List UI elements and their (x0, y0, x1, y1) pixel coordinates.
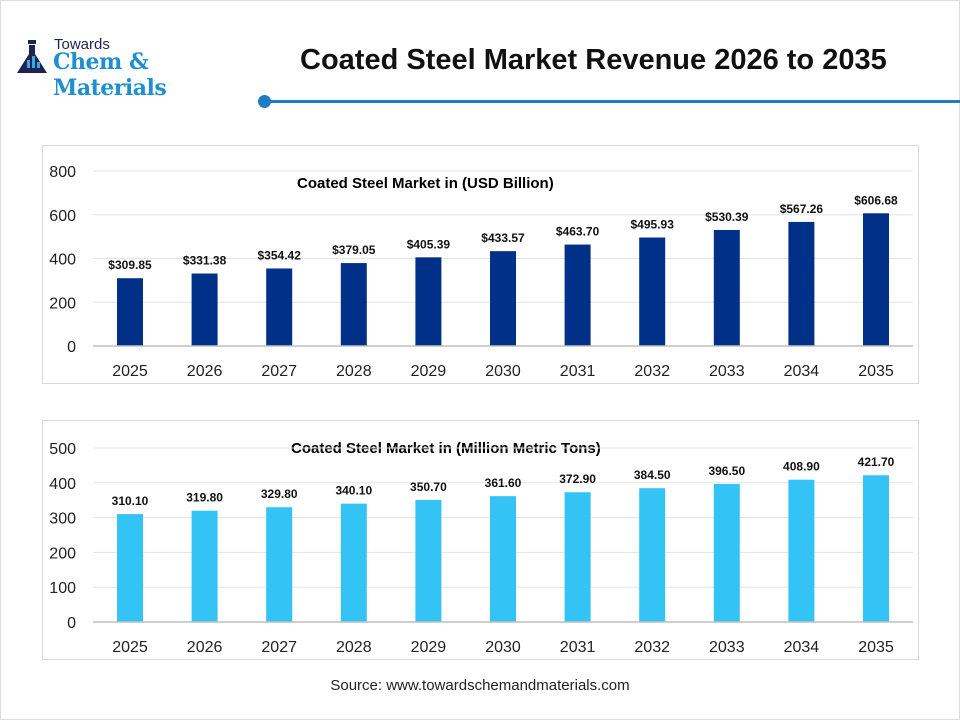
chart-volume: Coated Steel Market in (Million Metric T… (42, 420, 919, 660)
y-tick-label: 100 (49, 580, 76, 597)
y-tick-label: 200 (49, 545, 76, 562)
chart-volume-svg: Coated Steel Market in (Million Metric T… (49, 440, 913, 656)
bar (117, 278, 143, 346)
y-tick-label: 400 (49, 476, 76, 493)
logo-line1: Towards (54, 36, 110, 53)
x-tick-label: 2026 (187, 363, 223, 380)
underline-dot (258, 95, 271, 108)
x-tick-label: 2030 (485, 363, 521, 380)
x-tick-label: 2033 (709, 363, 745, 380)
bar (788, 479, 815, 622)
bar (266, 268, 293, 346)
x-tick-label: 2026 (187, 639, 223, 656)
bar (713, 229, 740, 346)
data-label: $405.39 (407, 237, 451, 251)
source-note: Source: www.towardschemandmaterials.com (330, 677, 630, 694)
x-tick-label: 2031 (560, 639, 596, 656)
data-label: 319.80 (186, 491, 223, 505)
y-tick-label: 0 (67, 615, 76, 632)
data-label: 361.60 (485, 476, 522, 490)
y-tick-label: 0 (67, 339, 76, 356)
x-tick-label: 2027 (261, 363, 297, 380)
bar (191, 273, 218, 346)
y-tick-label: 500 (49, 441, 76, 458)
x-tick-label: 2031 (560, 363, 596, 380)
bar (863, 475, 889, 622)
data-label: $463.70 (556, 225, 600, 239)
x-tick-label: 2029 (411, 363, 447, 380)
bar (863, 213, 889, 346)
bar (639, 488, 666, 622)
bar (117, 514, 143, 622)
chart-title: Coated Steel Market in (USD Billion) (297, 175, 554, 192)
data-label: $309.85 (108, 258, 152, 272)
data-label: 350.70 (410, 480, 447, 494)
data-label: 421.70 (858, 455, 895, 469)
data-label: 340.10 (335, 484, 372, 498)
x-tick-label: 2035 (858, 639, 894, 656)
data-label: 329.80 (261, 487, 298, 501)
x-tick-label: 2027 (261, 639, 297, 656)
bar (490, 496, 516, 622)
data-label: 310.10 (112, 494, 149, 508)
x-tick-label: 2034 (784, 363, 820, 380)
bar (639, 237, 666, 346)
y-tick-label: 200 (49, 295, 76, 312)
bar (191, 510, 218, 622)
logo-line2: Chem & Materials (53, 49, 167, 101)
y-tick-label: 400 (49, 252, 76, 269)
x-tick-label: 2029 (411, 639, 447, 656)
y-tick-label: 600 (49, 208, 76, 225)
bar (415, 499, 442, 622)
y-tick-label: 800 (49, 164, 76, 181)
y-tick-label: 300 (49, 511, 76, 528)
x-tick-label: 2025 (112, 639, 148, 656)
data-label: 372.90 (559, 472, 596, 486)
bar (340, 263, 367, 346)
bar (788, 221, 815, 346)
logo: Towards Chem & Materials (16, 36, 266, 101)
x-tick-label: 2028 (336, 639, 372, 656)
x-tick-label: 2025 (112, 363, 148, 380)
data-label: $567.26 (780, 202, 824, 216)
data-label: $530.39 (705, 210, 749, 224)
bar (713, 484, 740, 622)
x-tick-label: 2035 (858, 363, 894, 380)
bar (564, 492, 591, 622)
x-tick-label: 2030 (485, 639, 521, 656)
chart-usd-svg: Coated Steel Market in (USD Billion) 0 20… (49, 164, 913, 380)
data-label: $379.05 (332, 243, 376, 257)
title-underline (266, 100, 960, 103)
data-label: $433.57 (481, 231, 525, 245)
data-label: $606.68 (854, 193, 898, 207)
data-label: $495.93 (631, 218, 675, 232)
bar (266, 507, 293, 622)
data-label: $331.38 (183, 254, 227, 268)
x-tick-label: 2033 (709, 639, 745, 656)
x-tick-label: 2028 (336, 363, 372, 380)
data-label: 396.50 (708, 464, 745, 478)
bar (564, 244, 591, 346)
bar (490, 251, 516, 346)
flask-icon (17, 40, 47, 73)
x-tick-label: 2032 (634, 363, 670, 380)
data-label: $354.42 (258, 248, 302, 262)
bar (340, 503, 367, 622)
page-title: Coated Steel Market Revenue 2026 to 2035 (300, 44, 887, 76)
chart-usd: Coated Steel Market in (USD Billion) 0 20… (42, 145, 919, 384)
bar (415, 257, 442, 346)
data-label: 408.90 (783, 460, 820, 474)
data-label: 384.50 (634, 468, 671, 482)
x-tick-label: 2034 (784, 639, 820, 656)
x-tick-label: 2032 (634, 639, 670, 656)
